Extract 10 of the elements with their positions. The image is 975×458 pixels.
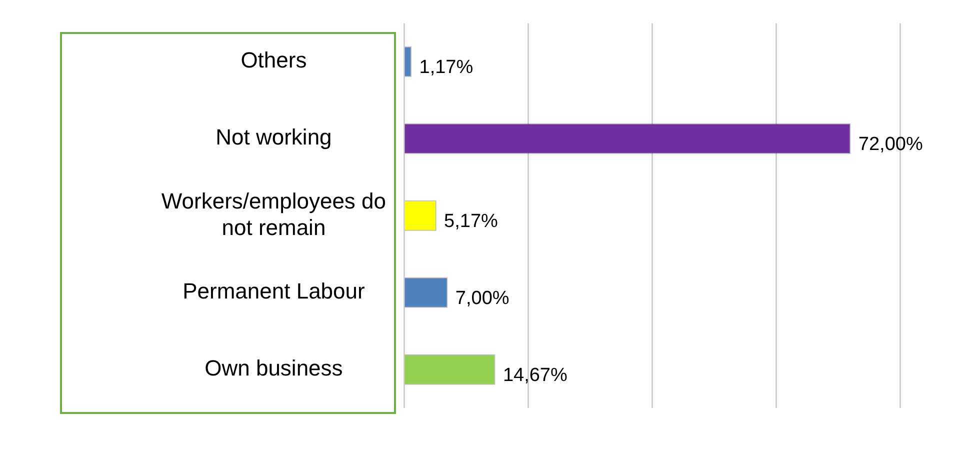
data-label: 1,17% (419, 56, 474, 78)
y-tick-label: Others (240, 48, 307, 73)
data-label: 72,00% (858, 134, 923, 155)
data-label: 14,67% (502, 364, 568, 386)
y-tick-label: Permanent Labour (182, 278, 365, 304)
data-label: 7,00% (455, 288, 510, 309)
data-label: 5,17% (444, 210, 498, 232)
y-tick-label: Own business (204, 356, 343, 381)
y-tick-label: Not working (216, 124, 332, 150)
y-tick-label: Workers/employees do not remain (161, 188, 386, 240)
